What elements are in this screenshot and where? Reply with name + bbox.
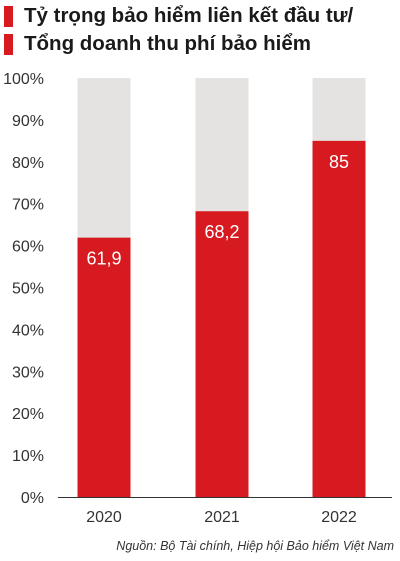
y-tick-label: 20%: [12, 406, 44, 423]
bar-value-label: 68,2: [204, 222, 239, 242]
y-tick-label: 30%: [12, 364, 44, 381]
y-tick-label: 90%: [12, 113, 44, 130]
title-accent-bar: [4, 5, 13, 27]
x-tick-label: 2020: [86, 509, 122, 526]
y-tick-label: 60%: [12, 239, 44, 256]
y-tick-label: 0%: [21, 490, 44, 507]
title-line-1: Tỷ trọng bảo hiểm liên kết đầu tư/: [0, 2, 400, 30]
title-line-2: Tổng doanh thu phí bảo hiểm: [0, 30, 400, 58]
y-axis: 0% 10% 20% 30% 40% 50% 60% 70% 80% 90% 100%: [3, 71, 44, 507]
bar-value-label: 85: [329, 152, 349, 172]
y-tick-label: 10%: [12, 448, 44, 465]
bar-2022: [312, 140, 366, 497]
x-tick-label: 2021: [204, 509, 240, 526]
bars-group: 61,9 68,2 85: [77, 78, 366, 497]
title-text-1: Tỷ trọng bảo hiểm liên kết đầu tư/: [24, 4, 354, 27]
source-note: Nguồn: Bộ Tài chính, Hiệp hội Bảo hiểm V…: [116, 539, 394, 553]
title-text-2: Tổng doanh thu phí bảo hiểm: [24, 32, 311, 55]
y-tick-label: 50%: [12, 281, 44, 298]
x-axis: 2020 2021 2022: [58, 497, 392, 526]
y-tick-label: 70%: [12, 197, 44, 214]
bar-2020: [77, 237, 131, 497]
bar-2021: [195, 211, 249, 497]
y-tick-label: 40%: [12, 322, 44, 339]
title-accent-bar: [4, 33, 13, 55]
x-tick-label: 2022: [321, 509, 357, 526]
y-tick-label: 100%: [3, 71, 44, 88]
bar-value-label: 61,9: [86, 249, 121, 269]
y-tick-label: 80%: [12, 155, 44, 172]
chart-title: Tỷ trọng bảo hiểm liên kết đầu tư/ Tổng …: [0, 0, 400, 58]
